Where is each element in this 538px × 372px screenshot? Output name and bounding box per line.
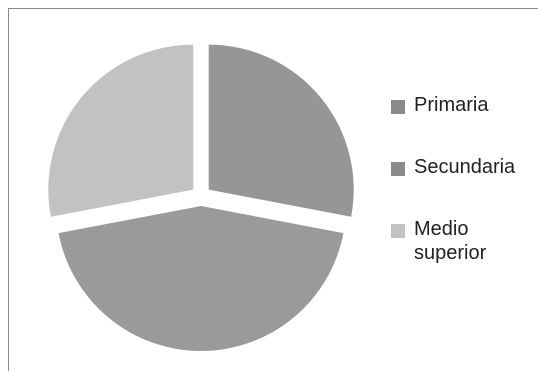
legend-label-secundaria: Secundaria	[414, 156, 516, 178]
legend-label-medio-superior: Medio superior	[414, 218, 487, 264]
legend-swatch-secundaria	[391, 162, 405, 176]
legend-item-medio-superior: Medio superior	[391, 217, 531, 265]
legend-swatch-primaria	[391, 100, 405, 114]
legend-item-primaria: Primaria	[391, 93, 531, 117]
legend-item-secundaria: Secundaria	[391, 155, 531, 179]
pie-chart	[48, 44, 354, 351]
legend-label-primaria: Primaria	[414, 94, 489, 116]
slice-primaria	[208, 44, 354, 217]
slice-medio-superior	[48, 44, 194, 217]
legend-swatch-medio-superior	[391, 224, 405, 238]
slice-secundaria	[58, 206, 344, 351]
chart-area: Primaria Secundaria Medio superior	[8, 8, 538, 371]
legend: Primaria Secundaria Medio superior	[391, 93, 531, 265]
